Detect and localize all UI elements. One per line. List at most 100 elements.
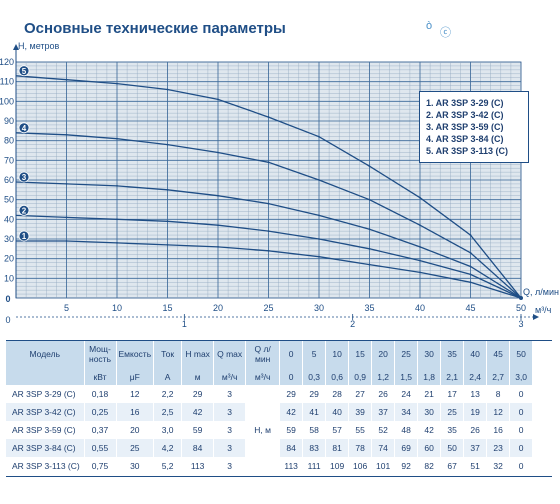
data-point — [469, 281, 472, 284]
cell-head: 113 — [279, 457, 304, 475]
cell-hmax: 59 — [181, 421, 215, 439]
units-power: кВт — [84, 368, 117, 385]
data-point — [318, 255, 320, 258]
cell-head: 21 — [417, 385, 442, 403]
data-point — [267, 161, 270, 164]
cell-head: 25 — [440, 403, 465, 421]
x2-axis-arrow-icon — [533, 314, 539, 320]
header-flow: 45 — [486, 340, 511, 368]
chart-legend: 1. AR 3SP 3-29 (C) 2. AR 3SP 3-42 (C) 3.… — [419, 91, 529, 163]
series-marker-label: 5 — [22, 67, 27, 76]
cell-head: 74 — [371, 439, 396, 457]
cell-head: 24 — [394, 385, 419, 403]
cell-hmax: 42 — [181, 403, 215, 421]
header-flow: 25 — [394, 340, 419, 368]
y-tick-label: 50 — [4, 195, 14, 205]
legend-item: 2. AR 3SP 3-42 (C) — [426, 110, 504, 120]
x2-tick-label: 2 — [350, 319, 355, 329]
data-point — [217, 224, 219, 227]
cell-qmax: 3 — [213, 403, 247, 421]
cell-head: 29 — [302, 385, 327, 403]
cell-qmax: 3 — [213, 421, 247, 439]
series-marker-icon — [18, 204, 30, 216]
data-point — [65, 133, 68, 136]
series-marker-label: 3 — [22, 173, 27, 182]
cell-head: 111 — [302, 457, 327, 475]
series-marker-label: 2 — [22, 206, 27, 215]
cell-head: 29 — [279, 385, 304, 403]
units-flow: 0,9 — [348, 368, 373, 385]
x2-zero-label: 0 — [5, 315, 10, 325]
data-point — [116, 137, 118, 140]
series-marker-label: 1 — [22, 232, 27, 241]
cell-head: 60 — [417, 439, 442, 457]
decorative-droplet-icon: ò — [426, 20, 433, 32]
cell-power: 0,25 — [84, 403, 117, 421]
data-point — [419, 271, 421, 274]
data-point — [267, 116, 270, 118]
y-tick-label: 70 — [4, 155, 14, 165]
units-flow: 1,8 — [417, 368, 442, 385]
cell-head: 51 — [463, 457, 488, 475]
page-title: Основные технические параметры — [24, 20, 286, 37]
cell-power: 0,18 — [84, 385, 117, 403]
header-flow: 0 — [279, 340, 304, 368]
x-tick-label: 5 — [64, 303, 69, 313]
header-flow: 15 — [348, 340, 373, 368]
units-flow: 1,2 — [371, 368, 396, 385]
data-point — [419, 259, 421, 262]
table-top-rule — [6, 340, 552, 341]
y-tick-label: 20 — [4, 254, 14, 264]
data-point — [65, 78, 68, 81]
header-qmax: Q max — [213, 340, 247, 368]
x-tick-label: 25 — [263, 303, 273, 313]
header-power: Мощ-ность — [84, 340, 117, 368]
cell-capacity: 12 — [116, 385, 155, 403]
header-flow: 30 — [417, 340, 442, 368]
cell-head: 37 — [463, 439, 488, 457]
cell-head: 12 — [486, 403, 511, 421]
y-tick-label: 60 — [4, 175, 14, 185]
series-marker-icon — [18, 122, 30, 134]
table-row: AR 3SP 3-29 (C) 0,18 12 2,2 29 3 H, м 29 29 28 27 2… — [6, 385, 534, 475]
cell-head: 81 — [325, 439, 350, 457]
cell-head: 34 — [394, 403, 419, 421]
cell-head: 92 — [394, 457, 419, 475]
data-point — [217, 194, 219, 197]
y-tick-label: 100 — [0, 96, 14, 106]
data-point — [368, 165, 371, 168]
x-tick-label: 10 — [112, 303, 122, 313]
data-point — [116, 242, 118, 244]
cell-qmax: 3 — [213, 457, 247, 475]
cell-head: 106 — [348, 457, 373, 475]
cell-head: 109 — [325, 457, 350, 475]
cell-head: 17 — [440, 385, 465, 403]
x-tick-label: 35 — [364, 303, 374, 313]
data-point — [166, 220, 169, 223]
cell-head: 50 — [440, 439, 465, 457]
units-flow: 2,1 — [440, 368, 465, 385]
cell-head: 55 — [348, 421, 373, 439]
cell-hmax: 29 — [181, 385, 215, 403]
units-flow: 1,5 — [394, 368, 419, 385]
data-point — [166, 244, 169, 246]
cell-hmax: 84 — [181, 439, 215, 457]
header-flow: 35 — [440, 340, 465, 368]
data-point — [267, 249, 270, 252]
cell-current: 3,0 — [153, 421, 183, 439]
series-marker-icon — [18, 230, 30, 242]
data-point — [318, 135, 320, 138]
cell-head: 35 — [440, 421, 465, 439]
cell-head: 59 — [279, 421, 304, 439]
units-qmax: м³/ч — [213, 368, 247, 385]
cell-head: 8 — [486, 385, 511, 403]
cell-head: 83 — [302, 439, 327, 457]
units-current: A — [153, 368, 183, 385]
x2-tick-label: 1 — [182, 319, 187, 329]
units-flow: 2,4 — [463, 368, 488, 385]
units-q: м³/ч — [245, 368, 281, 385]
x-tick-label: 50 — [516, 303, 526, 313]
cell-current: 5,2 — [153, 457, 183, 475]
cell-qmax: 3 — [213, 385, 247, 403]
data-point — [469, 265, 472, 268]
